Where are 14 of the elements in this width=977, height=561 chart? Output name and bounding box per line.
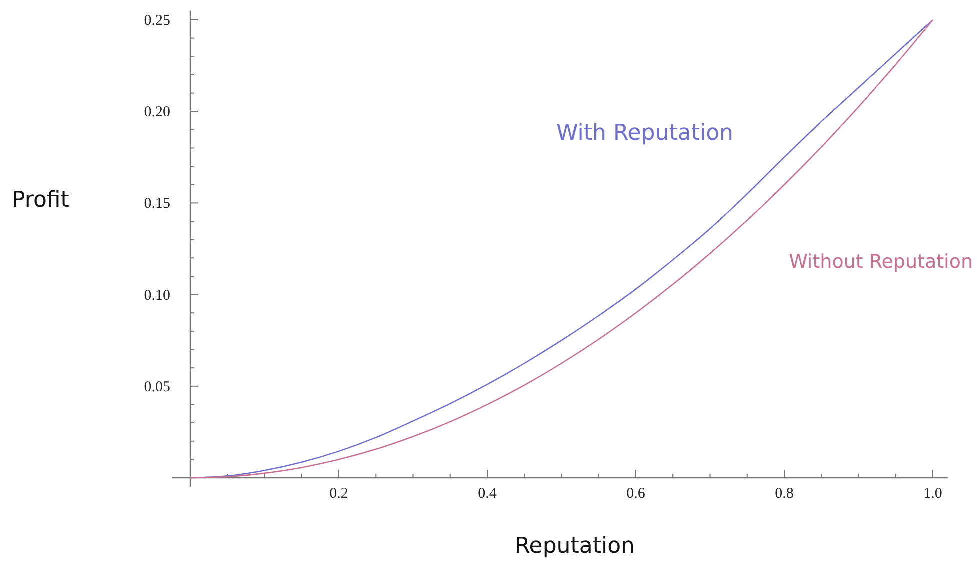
y-tick-label: 0.10 [144, 288, 170, 304]
y-tick-label: 0.15 [144, 196, 170, 212]
y-tick-label: 0.05 [144, 379, 170, 396]
text: With Reputation [556, 121, 734, 146]
y-axis-title: Profit [12, 188, 70, 213]
y-tick-label: 0.25 [144, 13, 170, 29]
x-tick-label: 0.6 [626, 486, 646, 502]
x-tick-label: 1.0 [924, 486, 942, 502]
y-tick-label: 0.20 [144, 104, 170, 121]
x-tick-label: 0.8 [775, 486, 794, 502]
text: Without Reputation [789, 251, 973, 273]
x-tick-label: 0.4 [478, 486, 498, 502]
x-tick-label: 0.2 [330, 486, 348, 502]
x-axis-title: Reputation [515, 534, 635, 559]
